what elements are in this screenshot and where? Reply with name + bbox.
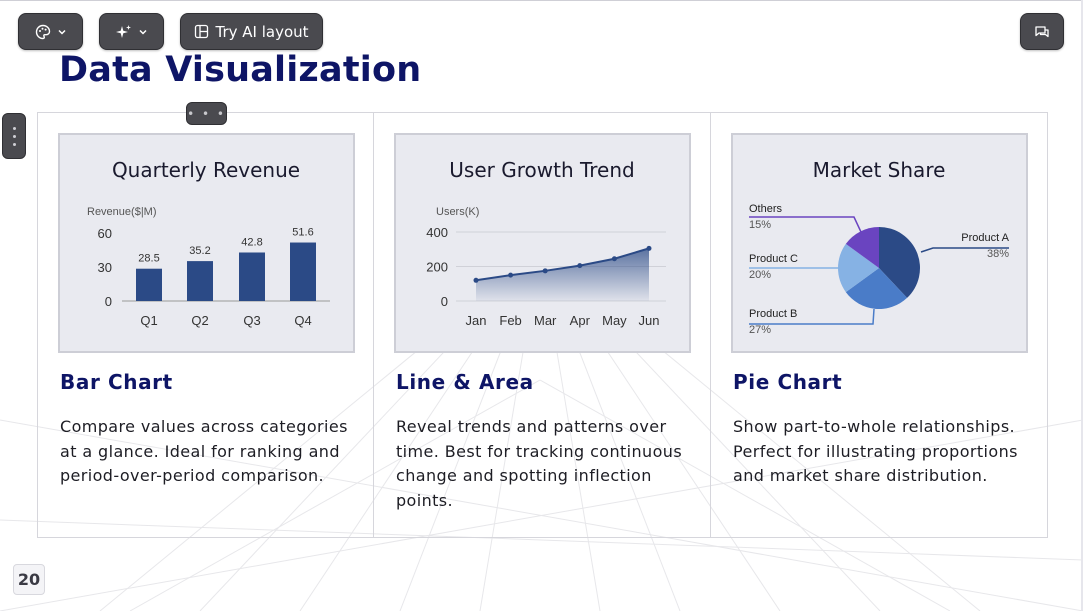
leader-line [749, 216, 862, 233]
data-label: 35.2 [189, 245, 210, 257]
pie-chart: Market Share Product A 38% Product B 27% Prod… [749, 158, 1010, 336]
card-description: Reveal trends and patterns over time. Be… [396, 417, 683, 510]
line-chart-image: User Growth Trend Users(K) 0 200 400 Jan Feb Ma… [394, 133, 691, 353]
page-number: 20 [13, 564, 45, 595]
data-point [611, 256, 617, 262]
slice-value: 27% [749, 324, 771, 336]
chart-title: User Growth Trend [449, 158, 634, 182]
bar [187, 261, 213, 301]
card-pie-chart[interactable]: Market Share Product A 38% Product B 27% Prod… [711, 113, 1047, 537]
card-heading: Bar Chart [60, 370, 173, 394]
y-tick-label: 200 [426, 260, 448, 275]
y-tick-label: 30 [98, 260, 112, 275]
slice-label: Product C [749, 253, 798, 265]
bar [136, 268, 162, 301]
bar [290, 242, 316, 301]
bar-chart-image: Quarterly Revenue Revenue($|M) 0 30 60 28.5 Q1… [58, 133, 355, 353]
y-tick-label: 400 [426, 225, 448, 240]
layout-icon [195, 24, 209, 39]
chart-title: Quarterly Revenue [112, 158, 300, 182]
data-point [646, 245, 652, 251]
data-point [542, 268, 548, 274]
slice-label: Product B [749, 308, 797, 320]
y-tick-label: 60 [98, 226, 112, 241]
try-ai-layout-label: Try AI layout [215, 22, 309, 41]
data-point [473, 277, 479, 283]
pie-chart-image: Market Share Product A 38% Product B 27% Prod… [731, 133, 1028, 353]
x-tick-label: Mar [534, 313, 557, 328]
card-description: Show part-to-whole relationships. Perfec… [733, 417, 1018, 485]
line-chart: User Growth Trend Users(K) 0 200 400 Jan Feb Ma… [426, 158, 666, 328]
x-tick-label: Jun [639, 313, 660, 328]
x-tick-label: May [602, 313, 627, 328]
block-move-handle[interactable]: • • • [186, 102, 227, 125]
x-tick-label: Jan [466, 313, 487, 328]
try-ai-layout-button[interactable]: Try AI layout [180, 13, 323, 50]
card-line-area[interactable]: User Growth Trend Users(K) 0 200 400 Jan Feb Ma… [374, 113, 710, 537]
data-label: 42.8 [241, 236, 262, 248]
palette-icon [35, 24, 50, 39]
slice-label: Others [749, 203, 783, 215]
chevron-down-icon [138, 29, 147, 35]
x-tick-label: Feb [499, 313, 521, 328]
x-tick-label: Q4 [294, 313, 311, 328]
y-tick-label: 0 [441, 294, 448, 309]
slice-label: Product A [961, 232, 1009, 244]
comments-icon [1035, 25, 1049, 37]
x-tick-label: Q2 [191, 313, 208, 328]
frame-top-border [0, 0, 1083, 1]
slice-value: 20% [749, 269, 771, 281]
bar-chart: Quarterly Revenue Revenue($|M) 0 30 60 28.5 Q1… [87, 158, 330, 328]
y-tick-label: 0 [105, 294, 112, 309]
x-tick-label: Q1 [140, 313, 157, 328]
slice-value: 38% [987, 248, 1009, 260]
x-tick-label: Q3 [243, 313, 260, 328]
sparkle-icon [115, 24, 131, 38]
ai-menu-button[interactable] [99, 13, 164, 50]
comments-button[interactable] [1020, 13, 1064, 50]
data-point [508, 272, 514, 278]
card-heading: Line & Area [396, 370, 534, 394]
card-bar-chart[interactable]: Quarterly Revenue Revenue($|M) 0 30 60 28.5 Q1… [38, 113, 374, 537]
chart-title: Market Share [813, 158, 946, 182]
slice-value: 15% [749, 219, 771, 231]
data-label: 28.5 [138, 253, 159, 265]
frame-right-border [1081, 0, 1083, 611]
card-heading: Pie Chart [733, 370, 843, 394]
card-description: Compare values across categories at a gl… [60, 417, 348, 485]
y-axis-label: Revenue($|M) [87, 206, 157, 218]
drag-handle[interactable] [2, 113, 26, 159]
theme-menu-button[interactable] [18, 13, 83, 50]
data-label: 51.6 [292, 227, 313, 239]
bar [239, 252, 265, 301]
slide-title[interactable]: Data Visualization [59, 50, 422, 90]
chevron-down-icon [57, 29, 66, 35]
data-point [577, 263, 583, 269]
y-axis-label: Users(K) [436, 206, 479, 218]
x-tick-label: Apr [570, 313, 591, 328]
